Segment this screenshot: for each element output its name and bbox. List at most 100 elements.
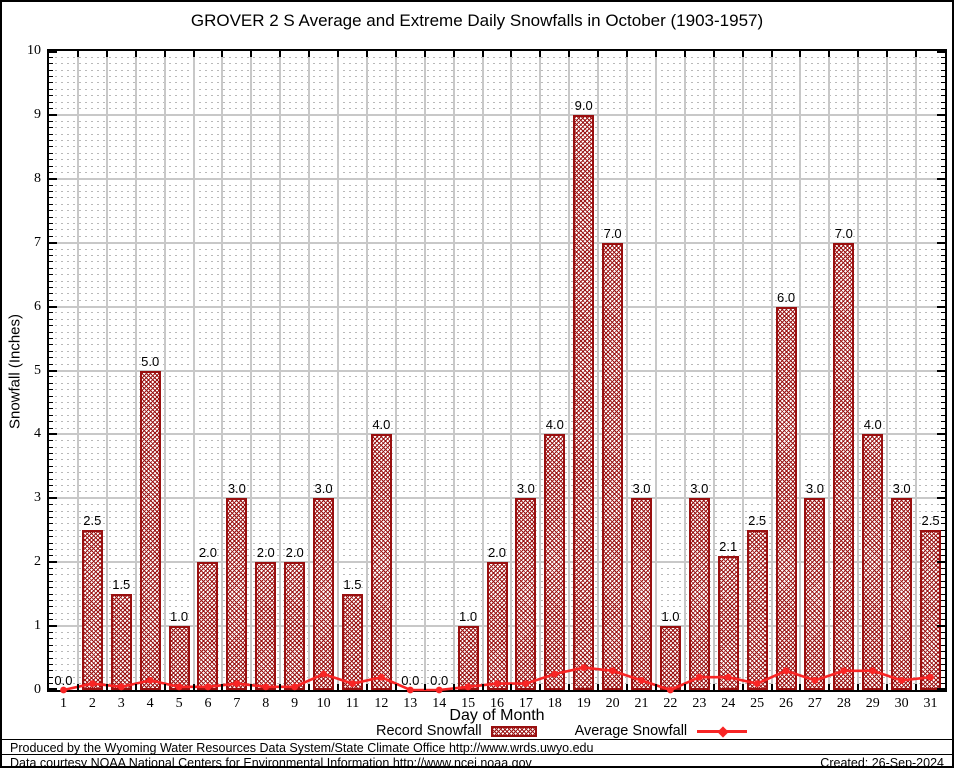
y-tick (49, 101, 53, 103)
y-tick-label: 6 (34, 298, 41, 314)
y-tick (49, 561, 57, 564)
bar-value-label-day-7: 3.0 (227, 481, 246, 497)
y-tick (49, 363, 53, 365)
gridline-minor-h (49, 108, 945, 109)
y-tick (49, 395, 53, 397)
y-tick (941, 459, 945, 461)
average-point-day-6 (204, 683, 212, 691)
y-tick (49, 76, 53, 78)
gridline-major-v (365, 51, 368, 690)
x-tick-label: 10 (316, 696, 331, 711)
y-tick (941, 312, 945, 314)
gridline-major-v (741, 51, 744, 690)
y-tick (941, 338, 945, 340)
y-tick-label: 8 (34, 170, 41, 186)
x-tick (915, 51, 918, 57)
y-tick (49, 497, 57, 500)
y-tick (941, 318, 945, 320)
gridline-minor-h (49, 63, 945, 65)
average-point-day-15 (464, 683, 472, 691)
x-tick (654, 684, 657, 690)
y-tick (49, 478, 53, 480)
gridline-major-v (308, 51, 311, 690)
y-tick (941, 171, 945, 173)
gridline-minor-h (49, 542, 945, 544)
x-tick-label: 27 (807, 696, 822, 711)
y-tick (49, 344, 53, 346)
y-tick (941, 644, 945, 646)
y-tick (941, 408, 945, 410)
y-tick (941, 676, 945, 678)
x-tick-label: 5 (175, 696, 183, 711)
x-tick (452, 51, 455, 57)
y-tick (941, 76, 945, 78)
bar-value-label-day-31: 2.5 (921, 513, 940, 529)
gridline-minor-h (49, 523, 945, 525)
x-tick-label: 23 (692, 696, 707, 711)
gridline-major-v (134, 51, 137, 690)
y-tick (49, 491, 53, 493)
x-tick (365, 51, 368, 57)
y-tick (941, 248, 945, 250)
y-tick (937, 688, 945, 690)
y-tick (941, 414, 945, 416)
y-tick (941, 600, 945, 602)
x-tick (568, 51, 571, 57)
x-tick-label: 8 (262, 696, 270, 711)
y-tick (941, 223, 945, 225)
y-tick (49, 357, 53, 359)
y-tick (49, 312, 53, 314)
plot-area: 0.0 2.5 1.5 5.0 1.0 2.0 3.0 2.0 2.0 3.0 1.5 4.0 0.0 0… (47, 49, 947, 694)
y-tick (941, 127, 945, 129)
y-tick (941, 504, 945, 506)
gridline-major-h (49, 241, 945, 244)
y-tick (49, 536, 53, 538)
x-tick-label: 7 (233, 696, 241, 711)
bar-day-25 (746, 530, 768, 690)
y-tick (49, 152, 53, 154)
bar-value-label-day-5: 1.0 (170, 609, 189, 625)
y-tick (941, 139, 945, 141)
gridline-minor-h (49, 312, 945, 314)
y-tick (941, 478, 945, 480)
y-tick (49, 133, 53, 135)
gridline-minor-h (49, 69, 945, 71)
y-tick (941, 88, 945, 90)
y-tick (49, 63, 53, 65)
x-tick (741, 51, 744, 57)
gridline-minor-h (49, 152, 945, 154)
y-tick (941, 120, 945, 122)
y-tick (941, 382, 945, 384)
bar-day-15 (457, 626, 479, 690)
y-tick (49, 108, 53, 109)
y-tick (937, 241, 945, 244)
x-tick (828, 684, 831, 690)
y-tick (49, 318, 53, 320)
y-tick (49, 369, 57, 372)
x-tick (250, 51, 253, 57)
gridline-major-v (828, 51, 831, 690)
x-tick (76, 51, 79, 57)
y-tick-label: 3 (34, 490, 41, 506)
gridline-minor-h (49, 478, 945, 480)
bar-value-label-day-6: 2.0 (198, 545, 217, 561)
gridline-major-v (105, 51, 108, 690)
footer-line-2: Data courtesy NOAA National Centers for … (10, 756, 532, 768)
x-tick (799, 684, 802, 690)
y-tick (49, 261, 53, 263)
gridline-minor-h (49, 389, 945, 391)
y-tick (941, 216, 945, 218)
y-tick (941, 261, 945, 263)
bar-day-18 (544, 434, 566, 690)
x-tick-label: 12 (374, 696, 389, 711)
y-tick (49, 305, 57, 308)
bar-value-label-day-30: 3.0 (892, 481, 911, 497)
x-tick (279, 51, 282, 57)
x-tick (221, 51, 224, 57)
y-tick (941, 548, 945, 550)
y-tick (937, 51, 945, 53)
gridline-minor-h (49, 191, 945, 193)
y-tick (49, 465, 53, 467)
y-tick (941, 657, 945, 659)
average-point-day-7 (233, 680, 241, 687)
